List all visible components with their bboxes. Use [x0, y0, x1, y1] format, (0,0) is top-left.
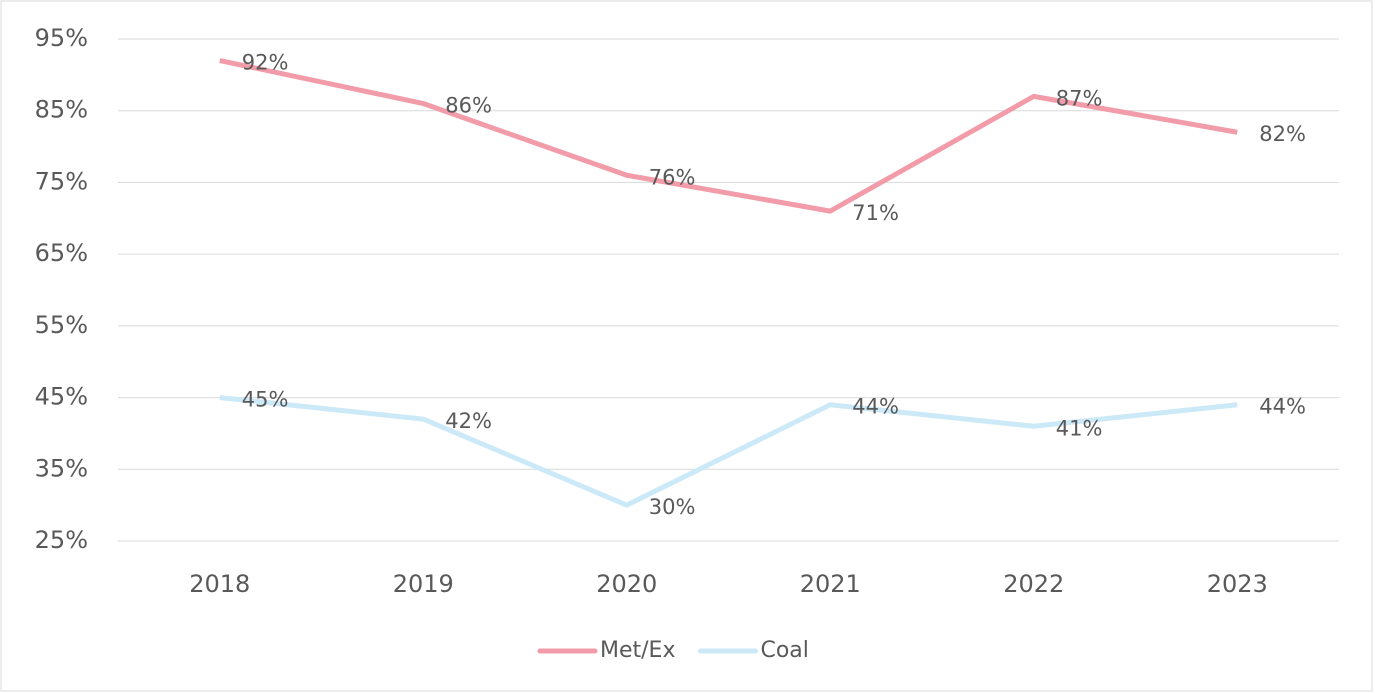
legend-label: Coal: [760, 638, 808, 663]
series-line: [219, 58, 1238, 214]
data-label: 44%: [852, 395, 899, 419]
x-tick-label: 2018: [189, 570, 250, 598]
x-tick-label: 2022: [1003, 570, 1064, 598]
legend-label: Met/Ex: [600, 638, 675, 663]
data-label: 92%: [242, 51, 289, 75]
series-line: [219, 395, 1238, 508]
x-tick-label: 2023: [1207, 570, 1268, 598]
data-label: 71%: [852, 201, 899, 225]
y-tick-label: 65%: [35, 239, 88, 267]
data-label: 41%: [1056, 416, 1103, 440]
data-label: 45%: [242, 388, 289, 412]
y-tick-label: 25%: [35, 526, 88, 554]
data-label: 42%: [445, 409, 492, 433]
x-tick-label: 2019: [393, 570, 454, 598]
y-tick-label: 85%: [35, 96, 88, 124]
data-label: 30%: [649, 495, 696, 519]
data-label: 82%: [1259, 122, 1306, 146]
y-tick-label: 45%: [35, 383, 88, 411]
data-label: 76%: [649, 165, 696, 189]
data-label: 86%: [445, 94, 492, 118]
y-tick-label: 75%: [35, 167, 88, 195]
data-label: 87%: [1056, 86, 1103, 110]
y-tick-label: 95%: [35, 24, 88, 52]
data-label: 44%: [1259, 395, 1306, 419]
y-tick-label: 55%: [35, 311, 88, 339]
y-tick-label: 35%: [35, 454, 88, 482]
x-tick-label: 2021: [800, 570, 861, 598]
x-tick-label: 2020: [596, 570, 657, 598]
